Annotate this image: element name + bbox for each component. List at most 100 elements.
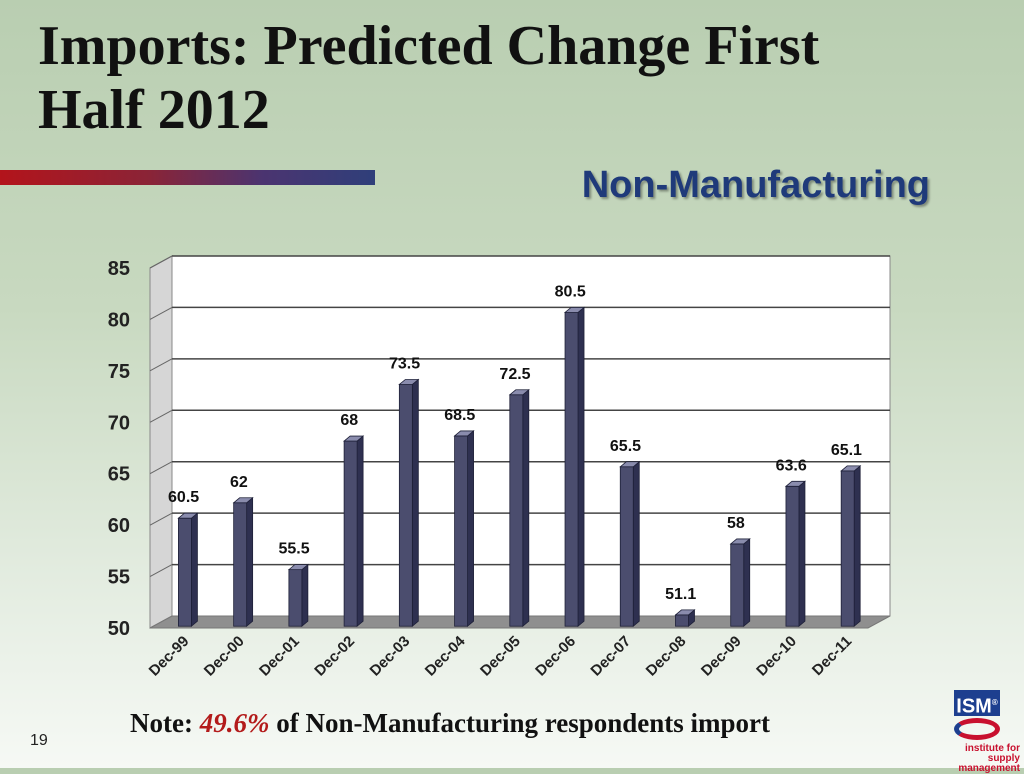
bar-top xyxy=(232,497,254,504)
gridline-depth xyxy=(149,461,173,475)
bar xyxy=(454,435,468,627)
x-tick-label: Dec-06 xyxy=(532,633,579,680)
bar xyxy=(178,517,192,627)
x-tick-label: Dec-08 xyxy=(643,633,690,680)
bar-side xyxy=(798,480,806,628)
y-tick-label: 80 xyxy=(108,309,130,331)
gridline-depth xyxy=(149,409,173,423)
bar-side xyxy=(577,306,585,628)
bar-top xyxy=(619,461,641,468)
y-tick-label: 55 xyxy=(108,567,130,589)
logo-registered-mark: ® xyxy=(991,698,998,707)
logo-text: ISM xyxy=(956,695,992,718)
y-tick-label: 60 xyxy=(108,515,130,537)
bar-side xyxy=(853,465,861,628)
data-label: 60.5 xyxy=(168,489,199,506)
data-label: 68 xyxy=(340,412,358,429)
x-tick-label: Dec-02 xyxy=(311,633,358,680)
accent-bar xyxy=(0,170,375,185)
title-line-1: Imports: Predicted Change First xyxy=(38,15,820,77)
bar-top xyxy=(177,512,199,519)
gridline-depth xyxy=(149,564,173,578)
data-label: 62 xyxy=(230,474,248,491)
data-label: 65.1 xyxy=(831,442,862,459)
bar-chart: 50 55 60 65 70 75 80 85 60.5 Dec-99 62 Dec-00 55.5 De… xyxy=(108,255,891,680)
data-label: 55.5 xyxy=(279,541,310,558)
ism-logo: ISM® institute for supply management xyxy=(930,690,1020,774)
page-number: 19 xyxy=(30,732,48,749)
bar-top xyxy=(508,389,530,396)
data-label: 72.5 xyxy=(499,366,530,383)
bar-side xyxy=(522,388,530,628)
bar-side xyxy=(467,430,474,628)
data-label: 63.6 xyxy=(776,457,807,474)
bar-side xyxy=(743,538,751,628)
logo-tagline-1: institute for xyxy=(965,743,1020,754)
bar xyxy=(619,466,634,627)
bar xyxy=(675,614,689,627)
gridline-depth xyxy=(149,512,173,526)
bar-side xyxy=(411,378,419,628)
logo-tagline-2: supply management xyxy=(958,753,1020,774)
data-label: 65.5 xyxy=(610,438,641,455)
gridline-depth xyxy=(149,255,173,269)
y-tick-label: 50 xyxy=(108,618,130,640)
x-tick-label: Dec-11 xyxy=(809,633,855,679)
x-tick-label: Dec-00 xyxy=(201,633,248,680)
bar-side xyxy=(191,512,198,628)
data-label: 51.1 xyxy=(665,586,696,603)
x-tick-label: Dec-10 xyxy=(753,633,800,680)
bar-side xyxy=(632,460,640,628)
x-tick-label: Dec-04 xyxy=(422,632,469,679)
bar xyxy=(730,543,745,627)
gridline-depth xyxy=(149,358,173,372)
slide-title: Imports: Predicted Change First Half 201… xyxy=(38,14,938,142)
logo-wordmark: ISM® xyxy=(954,690,1000,718)
bar xyxy=(343,440,358,627)
gridline-depth xyxy=(149,306,173,320)
bar-top xyxy=(784,480,807,487)
bar xyxy=(288,569,303,627)
bar-top xyxy=(840,465,862,472)
bar xyxy=(564,312,579,627)
data-label: 68.5 xyxy=(444,407,475,424)
chart-side-wall xyxy=(149,255,173,629)
bar-side xyxy=(356,435,364,628)
bar-top xyxy=(729,538,751,545)
bar-top xyxy=(343,435,365,442)
bar xyxy=(509,394,524,627)
bar-side xyxy=(246,496,254,628)
bar xyxy=(233,502,248,627)
data-label: 58 xyxy=(727,515,745,532)
chart-back-wall xyxy=(171,255,891,617)
bar-top xyxy=(563,307,586,313)
logo-tagline: institute for supply management xyxy=(930,744,1020,774)
bar xyxy=(398,384,413,627)
note-prefix: Note: xyxy=(130,708,193,738)
bar xyxy=(785,485,800,627)
logo-swoosh-icon xyxy=(954,718,1000,740)
x-tick-label: Dec-05 xyxy=(477,633,524,680)
chart-subtitle: Non-Manufacturing xyxy=(581,164,930,206)
title-line-2: Half 2012 xyxy=(38,79,270,141)
x-tick-label: Dec-99 xyxy=(146,633,193,680)
bar-top xyxy=(453,430,475,437)
bar-top xyxy=(398,379,420,385)
bar-side xyxy=(301,563,309,628)
y-tick-label: 65 xyxy=(108,464,130,486)
x-tick-label: Dec-03 xyxy=(367,633,414,680)
note-suffix: of Non-Manufacturing respondents import xyxy=(276,708,770,738)
bar xyxy=(840,470,855,627)
x-tick-label: Dec-09 xyxy=(698,633,745,680)
x-tick-label: Dec-07 xyxy=(587,633,634,680)
y-tick-label: 70 xyxy=(108,412,130,434)
x-tick-label: Dec-01 xyxy=(256,633,303,680)
footnote: Note: 49.6% of Non-Manufacturing respond… xyxy=(130,708,890,739)
y-tick-label: 75 xyxy=(108,361,130,383)
bar-top xyxy=(674,609,696,616)
data-label: 80.5 xyxy=(555,283,586,300)
note-percent: 49.6% xyxy=(199,708,270,738)
data-label: 73.5 xyxy=(389,355,420,372)
y-tick-label: 85 xyxy=(108,258,130,280)
bar-top xyxy=(287,564,309,571)
